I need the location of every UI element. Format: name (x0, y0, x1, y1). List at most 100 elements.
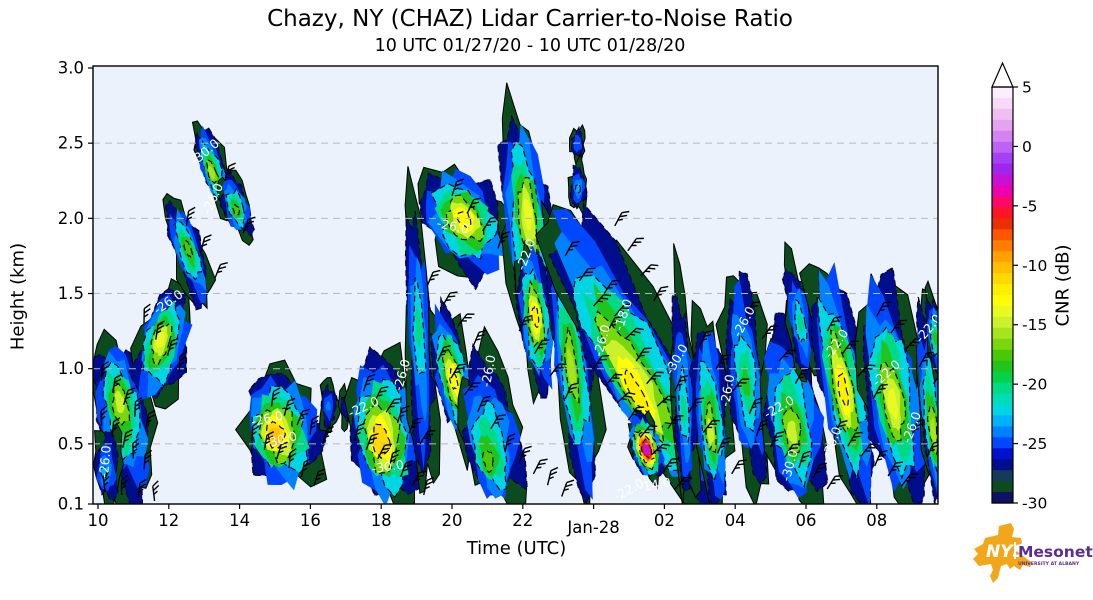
cnr-contour-band (208, 165, 215, 180)
wind-barb (778, 349, 797, 362)
wind-barb (155, 320, 165, 340)
wind-barb (283, 397, 296, 416)
x-tick-label: 22 (512, 511, 533, 530)
colorbar-segment (992, 174, 1013, 187)
colorbar: 5 0 -5 -10 -15 -20 -25 -30 (991, 61, 1047, 513)
wind-barb (731, 459, 747, 475)
wind-barb (860, 443, 878, 457)
logo-mesonet-text: Mesonet (1018, 543, 1093, 561)
wind-barb (604, 373, 623, 387)
wind-barb (769, 431, 785, 448)
colorbar-segment (992, 229, 1013, 241)
wind-barb (251, 421, 260, 441)
wind-barb (890, 319, 908, 334)
wind-barb (457, 313, 475, 327)
cnr-contour-band (183, 239, 194, 259)
colorbar-tick-label: 5 (1022, 79, 1032, 97)
wind-barb (423, 476, 435, 496)
wind-barb (166, 337, 179, 356)
colorbar-segment (992, 97, 1013, 110)
colorbar-segment (992, 470, 1013, 482)
logo-divider (1014, 542, 1016, 559)
wind-barb (656, 395, 676, 407)
colorbar-segment (992, 218, 1013, 230)
wind-barb (745, 301, 761, 317)
wind-barb (385, 398, 402, 413)
cnr-contour-band (887, 388, 899, 420)
wind-barb (296, 408, 311, 426)
logo-tagline-text: UNIVERSITY AT ALBANY (1018, 561, 1080, 567)
wind-barb (926, 440, 938, 457)
wind-barb (450, 363, 467, 379)
y-tick-label: 1.0 (58, 359, 84, 378)
chart-subtitle: 10 UTC 01/27/20 - 10 UTC 01/28/20 (374, 36, 686, 56)
cnr-contour-band (681, 394, 688, 427)
wind-barb (667, 415, 684, 430)
wind-barb (518, 314, 533, 332)
colorbar-segment (992, 141, 1013, 154)
wind-barb (674, 374, 689, 392)
x-tick-label: 18 (371, 511, 392, 530)
wind-barb (396, 405, 410, 424)
wind-barb (593, 294, 612, 307)
contour-label: -26.0 (436, 215, 471, 236)
wind-barb (564, 240, 580, 257)
x-tick-label: 04 (725, 511, 746, 530)
wind-barb (477, 395, 492, 413)
wind-barb (627, 406, 645, 421)
wind-barb (651, 443, 671, 456)
ny-state-shape-icon (973, 523, 1032, 583)
wind-barb (833, 420, 848, 437)
x-tick-label: Jan-28 (566, 518, 619, 537)
colorbar-segment (992, 108, 1013, 121)
wind-barb (607, 316, 623, 332)
wind-barb (640, 264, 659, 277)
wind-barb (152, 480, 160, 502)
wind-barb (784, 443, 801, 458)
contour-label: -30.0 (371, 457, 405, 476)
cnr-contour-band (231, 203, 241, 217)
wind-barb (593, 354, 610, 370)
wind-barb (451, 178, 464, 197)
cnr-contour-band (415, 307, 423, 349)
colorbar-segment (992, 305, 1013, 318)
wind-barb (437, 344, 452, 362)
y-tick-label: 0.5 (58, 434, 84, 453)
wind-barb (847, 431, 863, 447)
colorbar-tick-label: -15 (1022, 316, 1047, 334)
wind-barb (532, 458, 548, 475)
wind-barb (134, 397, 143, 417)
colorbar-segment (992, 87, 1013, 99)
wind-barb (625, 327, 644, 340)
wind-barb (365, 432, 379, 451)
contour-label: -26.0 (478, 354, 498, 389)
cnr-contour-band (797, 314, 805, 334)
y-axis-label: Height (km) (7, 242, 29, 351)
wind-barb (400, 459, 414, 478)
wind-barb (857, 364, 876, 377)
wind-barb (702, 419, 720, 434)
cnr-contour-band (154, 330, 165, 349)
wind-barb (748, 397, 763, 415)
colorbar-tick-label: -5 (1022, 197, 1037, 215)
wind-barb (482, 216, 499, 232)
colorbar-segment (992, 492, 1013, 504)
contour-label: -26.0 (96, 445, 114, 479)
chart-title: Chazy, NY (CHAZ) Lidar Carrier-to-Noise … (267, 6, 793, 32)
x-tick-label: 20 (442, 511, 463, 530)
x-tick-label: 12 (158, 511, 179, 530)
colorbar-tick-label: -25 (1022, 435, 1047, 453)
x-tick-label: 10 (88, 511, 109, 530)
wind-barb (111, 373, 123, 393)
wind-barb (362, 373, 376, 392)
wind-barb (123, 387, 136, 406)
colorbar-segment (992, 426, 1013, 438)
wind-barb (132, 438, 140, 459)
colorbar-label: CNR (dB) (1052, 244, 1074, 327)
wind-barb (472, 329, 487, 347)
wind-barb (466, 197, 482, 214)
wind-barb (627, 237, 644, 252)
wind-barb (674, 476, 693, 490)
wind-barb (145, 410, 156, 429)
colorbar-segment (992, 152, 1013, 165)
